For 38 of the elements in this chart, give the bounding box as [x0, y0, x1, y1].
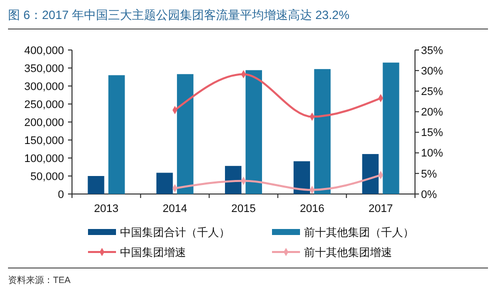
y2-tick-label: 0% [421, 188, 438, 201]
bar [224, 166, 242, 194]
x-tick-label: 2016 [300, 203, 324, 215]
x-tick-label: 2013 [94, 203, 119, 215]
bar [246, 70, 262, 194]
legend-label: 中国集团增速 [120, 246, 186, 259]
y2-tick-label: 30% [421, 65, 444, 78]
bar [362, 154, 379, 194]
bar [382, 62, 400, 194]
y-tick-label: 350,000 [24, 62, 64, 75]
bar [314, 69, 331, 194]
y2-tick-label: 35% [421, 44, 444, 57]
y2-tick-label: 20% [421, 106, 444, 119]
y2-tick-label: 15% [421, 127, 444, 140]
legend-label: 中国集团合计（千人） [120, 226, 230, 239]
y-tick-label: 100,000 [24, 152, 64, 165]
y-tick-label: 200,000 [24, 116, 64, 129]
legend-label: 前十其他集团（千人） [304, 226, 414, 239]
x-tick-label: 2017 [368, 203, 393, 215]
y-tick-label: 150,000 [24, 134, 64, 147]
y-tick-label: 300,000 [24, 80, 64, 93]
y2-tick-label: 5% [421, 168, 438, 180]
y-tick-label: 400,000 [24, 44, 64, 57]
legend-label: 前十其他集团增速 [304, 246, 392, 259]
y2-tick-label: 25% [421, 86, 444, 98]
bar [88, 176, 104, 194]
bar [156, 172, 173, 194]
y-tick-label: 50,000 [30, 170, 64, 183]
bar [108, 75, 125, 194]
bar [176, 74, 194, 194]
bar [294, 161, 310, 194]
y-tick-label: 250,000 [24, 98, 64, 111]
x-tick-label: 2014 [162, 203, 188, 215]
x-tick-label: 2015 [231, 203, 256, 215]
y2-tick-label: 10% [421, 148, 444, 160]
text: 资料来源：TEA [8, 275, 71, 285]
chart-title: 图 6：2017 年中国三大主题公园集团客流量平均增速高达 23.2% [8, 8, 350, 22]
y-tick-label: 0 [58, 188, 64, 201]
